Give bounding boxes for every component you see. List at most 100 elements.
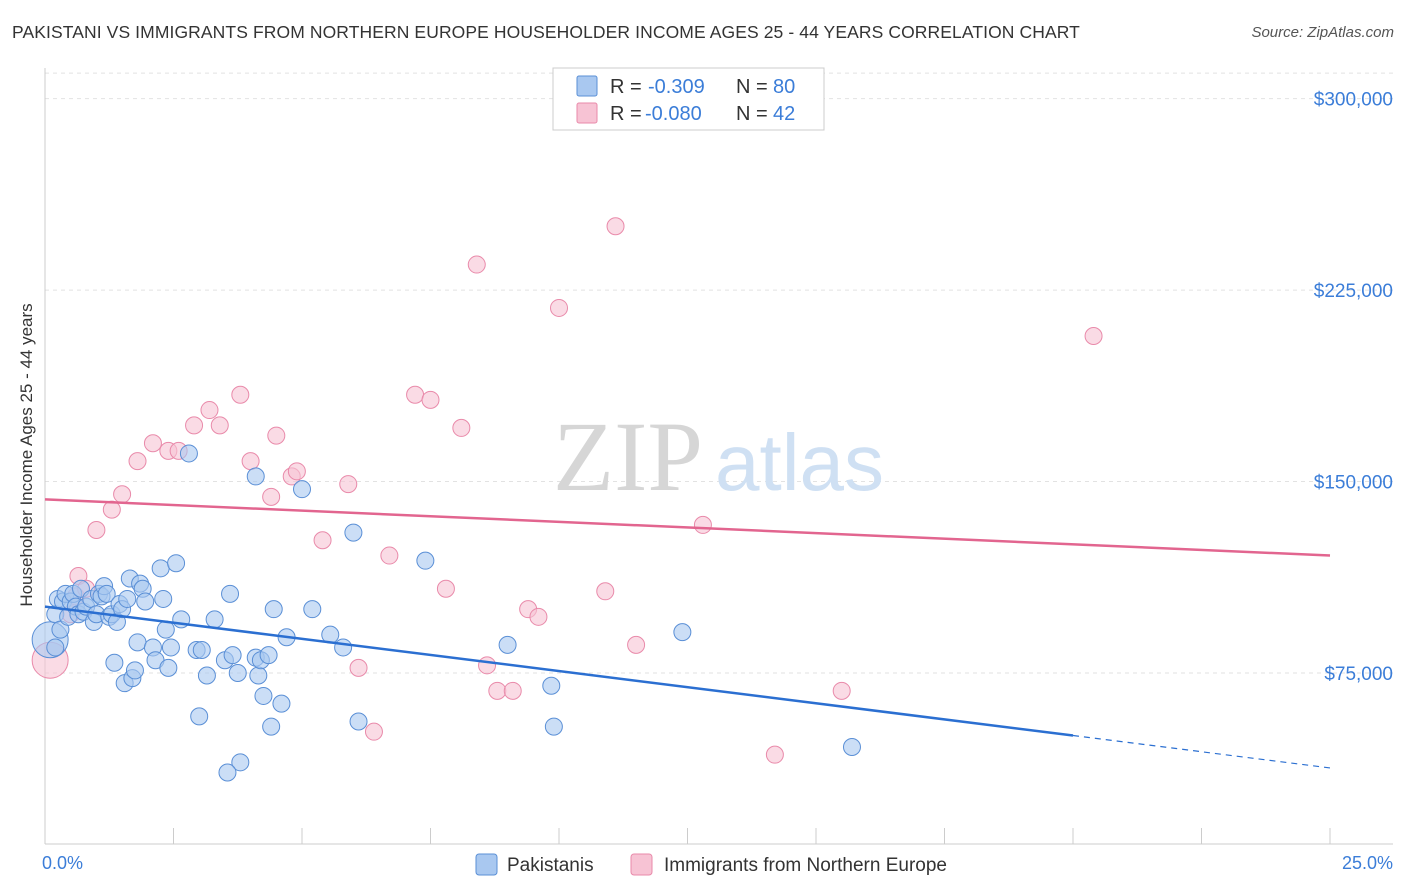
series-legend: Pakistanis Immigrants from Northern Euro… (475, 853, 947, 876)
data-point-northern-europe (627, 635, 646, 654)
data-point-pakistanis (231, 753, 250, 772)
watermark-zip: ZIP (553, 401, 703, 512)
data-point-northern-europe (241, 452, 260, 471)
data-point-northern-europe (832, 681, 851, 700)
data-point-pakistanis (542, 676, 561, 695)
data-point-northern-europe (185, 416, 204, 435)
data-point-pakistanis (264, 600, 283, 619)
source-credit: Source: ZipAtlas.com (1251, 24, 1394, 41)
data-point-northern-europe (313, 531, 332, 550)
data-point-northern-europe (406, 385, 425, 404)
correlation-legend: R = -0.309 N = 80 R = -0.080 N = 42 (552, 67, 825, 131)
grid-lines (45, 72, 1393, 674)
data-point-northern-europe (364, 722, 383, 741)
data-point-northern-europe (488, 681, 507, 700)
data-point-northern-europe (128, 452, 147, 471)
data-point-pakistanis (254, 686, 273, 705)
data-point-northern-europe (436, 579, 455, 598)
data-point-northern-europe (349, 658, 368, 677)
legend-swatch-northern-europe (576, 102, 598, 124)
data-point-pakistanis (228, 663, 247, 682)
chart-title: PAKISTANI VS IMMIGRANTS FROM NORTHERN EU… (12, 22, 1080, 42)
y-tick-label: $225,000 (1314, 281, 1393, 302)
legend-n-value: 42 (773, 103, 795, 125)
data-point-northern-europe (452, 418, 471, 437)
data-point-pakistanis (334, 638, 353, 657)
legend-box (552, 67, 825, 131)
legend-r-label: R = (610, 76, 642, 98)
data-point-northern-europe (262, 487, 281, 506)
data-point-pakistanis (46, 638, 65, 657)
series-pakistanis-points (31, 444, 861, 782)
data-point-pakistanis (223, 646, 242, 665)
data-point-pakistanis (262, 717, 281, 736)
x-tick-label: 0.0% (42, 853, 83, 873)
data-point-northern-europe (210, 416, 229, 435)
data-point-pakistanis (105, 653, 124, 672)
series-legend-swatch-pakistanis (475, 853, 498, 876)
data-point-northern-europe (200, 401, 219, 420)
data-point-northern-europe (380, 546, 399, 565)
data-point-northern-europe (287, 462, 306, 481)
trend-lines (44, 498, 1331, 769)
data-point-pakistanis (221, 584, 240, 603)
data-point-pakistanis (167, 554, 186, 573)
y-axis-title: Householder Income Ages 25 - 44 years (17, 303, 36, 606)
data-point-northern-europe (231, 385, 250, 404)
data-point-pakistanis (192, 641, 211, 659)
trend-line-pakistanis (44, 605, 1074, 737)
data-point-pakistanis (344, 523, 363, 542)
data-point-northern-europe (529, 607, 548, 626)
data-point-pakistanis (125, 661, 144, 680)
data-point-pakistanis (151, 559, 170, 578)
legend-r-value: -0.080 (645, 103, 702, 125)
legend-swatch-pakistanis (576, 75, 598, 97)
data-point-pakistanis (159, 658, 178, 677)
data-point-northern-europe (503, 681, 522, 700)
x-tick-labels: 0.0% 25.0% (42, 853, 1393, 873)
watermark: ZIP atlas (553, 401, 884, 512)
data-point-pakistanis (349, 712, 368, 731)
data-point-northern-europe (267, 426, 286, 445)
data-point-northern-europe (467, 255, 486, 274)
data-point-northern-europe (478, 656, 497, 675)
data-point-pakistanis (249, 666, 268, 685)
data-point-pakistanis (303, 600, 322, 619)
series-legend-label-pakistanis: Pakistanis (507, 855, 594, 876)
data-point-pakistanis (197, 666, 216, 685)
y-tick-label: $150,000 (1314, 473, 1393, 494)
data-point-pakistanis (205, 610, 224, 629)
y-tick-label: $75,000 (1324, 664, 1393, 685)
legend-r-value: -0.309 (648, 76, 705, 98)
y-tick-label: $300,000 (1314, 90, 1393, 111)
data-point-northern-europe (87, 521, 106, 540)
data-point-pakistanis (128, 633, 147, 652)
data-point-pakistanis (179, 444, 198, 463)
data-point-pakistanis (293, 480, 311, 499)
data-point-pakistanis (544, 717, 563, 736)
data-point-northern-europe (693, 515, 712, 534)
data-point-pakistanis (259, 646, 278, 665)
data-point-pakistanis (416, 551, 435, 570)
legend-n-value: 80 (773, 76, 795, 98)
data-point-pakistanis (97, 584, 116, 603)
data-point-pakistanis (842, 738, 861, 756)
data-point-northern-europe (421, 390, 440, 409)
axes (44, 68, 1393, 845)
data-point-pakistanis (154, 589, 173, 608)
data-point-northern-europe (550, 298, 568, 317)
data-point-northern-europe (339, 475, 358, 494)
data-point-northern-europe (606, 217, 625, 236)
data-point-northern-europe (596, 582, 615, 601)
data-point-pakistanis (190, 707, 209, 726)
data-point-pakistanis (498, 635, 517, 654)
data-point-pakistanis (246, 467, 265, 486)
legend-n-label: N = (736, 103, 768, 125)
legend-r-label: R = (610, 103, 642, 125)
y-tick-labels: $75,000 $150,000 $225,000 $300,000 (1314, 90, 1393, 685)
data-point-northern-europe (113, 485, 132, 504)
series-legend-label-northern-europe: Immigrants from Northern Europe (664, 855, 947, 876)
watermark-atlas: atlas (715, 418, 884, 507)
trend-line-northern-europe (44, 498, 1331, 557)
